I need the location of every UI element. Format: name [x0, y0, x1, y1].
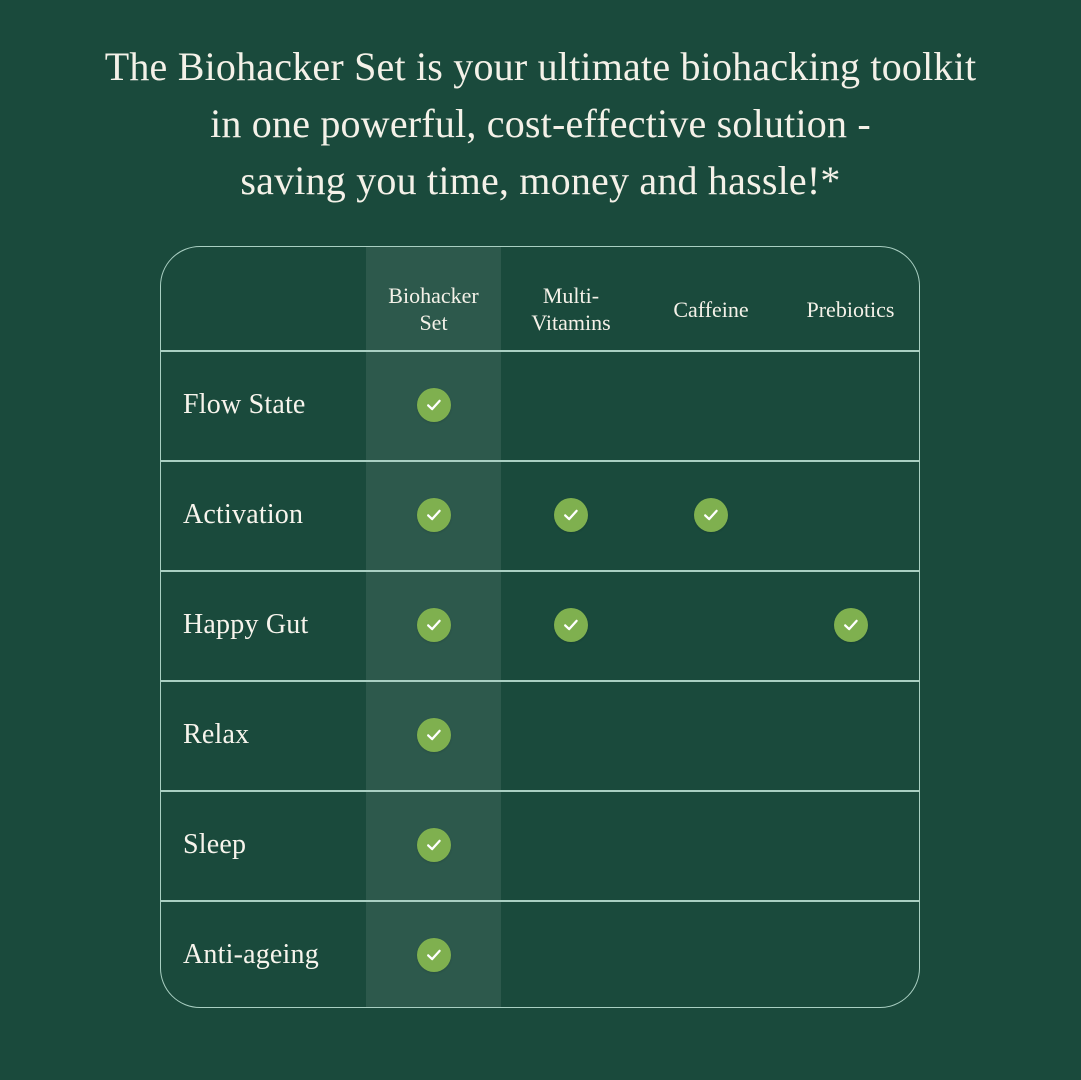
table-cell-multi-vitamins — [501, 680, 641, 790]
row-label: Sleep — [183, 829, 247, 860]
check-circle-icon — [554, 608, 588, 642]
table-header-cell-caffeine: Caffeine — [641, 246, 781, 350]
header-label-biohacker-set-line2: Set — [419, 310, 448, 335]
table-cell-multi-vitamins — [501, 900, 641, 1008]
table-cell-prebiotics — [781, 350, 920, 460]
table-header-row: Biohacker Set Multi- Vitamins Caffeine P… — [160, 246, 920, 350]
table-cell-biohacker-set — [366, 570, 501, 680]
table-row: Relax — [160, 680, 920, 790]
table-cell-caffeine — [641, 350, 781, 460]
headline-line-1: The Biohacker Set is your ultimate bioha… — [104, 44, 977, 89]
table-row: Anti-ageing — [160, 900, 920, 1008]
table-cell-biohacker-set — [366, 680, 501, 790]
table-cell-multi-vitamins — [501, 790, 641, 900]
header-label-multi-vitamins-line2: Vitamins — [531, 310, 611, 335]
table-header-cell-multi-vitamins: Multi- Vitamins — [501, 246, 641, 350]
check-circle-icon — [416, 828, 451, 862]
header-label-caffeine: Caffeine — [673, 296, 749, 322]
page-headline: The Biohacker Set is your ultimate bioha… — [0, 38, 1081, 209]
table-cell-prebiotics — [781, 790, 920, 900]
table-cell-caffeine — [641, 460, 781, 570]
check-circle-icon — [833, 608, 868, 642]
table-cell-biohacker-set — [366, 900, 501, 1008]
table-cell-prebiotics — [781, 570, 920, 680]
header-label-multi-vitamins-line1: Multi- — [542, 283, 600, 308]
header-divider — [160, 350, 920, 352]
check-circle-icon — [554, 498, 588, 532]
table-header-cell-feature — [160, 246, 366, 350]
table-cell-multi-vitamins — [501, 460, 641, 570]
table-cell-caffeine — [641, 570, 781, 680]
check-circle-icon — [416, 608, 451, 642]
table-header-cell-prebiotics: Prebiotics — [781, 246, 920, 350]
table-row: Happy Gut — [160, 570, 920, 680]
table-cell-prebiotics — [781, 680, 920, 790]
table-row: Sleep — [160, 790, 920, 900]
header-label-prebiotics: Prebiotics — [806, 296, 895, 322]
row-label: Anti-ageing — [183, 939, 319, 970]
row-label: Relax — [183, 719, 250, 750]
table-cell-biohacker-set — [366, 460, 501, 570]
check-circle-icon — [416, 388, 451, 422]
row-label: Happy Gut — [183, 609, 309, 640]
table-cell-caffeine — [641, 680, 781, 790]
check-circle-icon — [416, 718, 451, 752]
headline-line-3: saving you time, money and hassle!* — [240, 158, 841, 203]
table-body-clip: Biohacker Set Multi- Vitamins Caffeine P… — [160, 246, 920, 1008]
comparison-table: Biohacker Set Multi- Vitamins Caffeine P… — [160, 246, 920, 1008]
table-cell-multi-vitamins — [501, 570, 641, 680]
table-body: Flow State Activation Happy Gut Relax Sleep A… — [160, 350, 920, 1008]
table-cell-prebiotics — [781, 460, 920, 570]
table-cell-caffeine — [641, 790, 781, 900]
check-circle-icon — [416, 938, 451, 972]
header-label-biohacker-set-line1: Biohacker — [388, 283, 479, 308]
table-cell-multi-vitamins — [501, 350, 641, 460]
table-row: Activation — [160, 460, 920, 570]
headline-line-2: in one powerful, cost-effective solution… — [210, 101, 871, 146]
table-header-cell-biohacker-set: Biohacker Set — [366, 246, 501, 350]
table-cell-prebiotics — [781, 900, 920, 1008]
row-label: Activation — [183, 499, 304, 530]
check-circle-icon — [694, 498, 728, 532]
table-row: Flow State — [160, 350, 920, 460]
check-circle-icon — [416, 498, 451, 532]
table-cell-biohacker-set — [366, 350, 501, 460]
table-cell-caffeine — [641, 900, 781, 1008]
row-label: Flow State — [183, 389, 306, 420]
table-cell-biohacker-set — [366, 790, 501, 900]
